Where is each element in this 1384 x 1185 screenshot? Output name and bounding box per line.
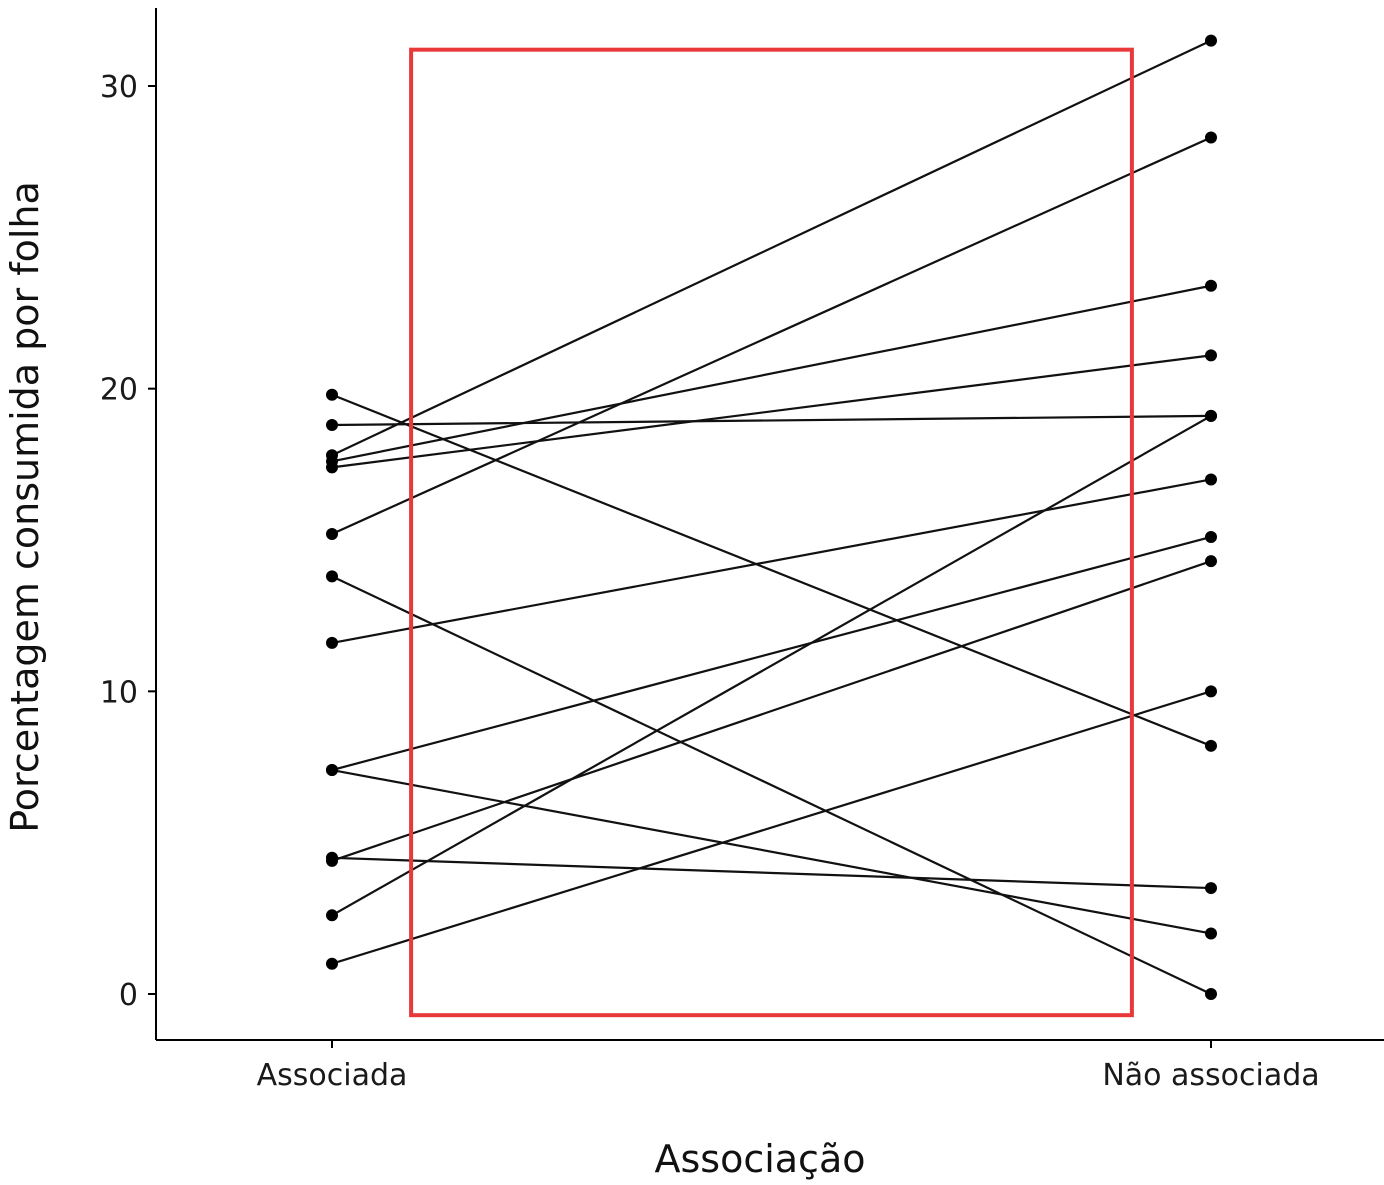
data-point: [1205, 131, 1217, 144]
data-point: [326, 570, 338, 583]
data-point: [326, 957, 338, 970]
y-ticks: 0 10 20 30: [100, 70, 156, 1013]
pair-line: [331, 768, 1212, 935]
data-point: [1205, 927, 1217, 940]
data-point: [1205, 555, 1217, 568]
x-tick-label: Associada: [257, 1058, 408, 1093]
y-tick-label: 20: [100, 373, 138, 408]
data-point: [1205, 279, 1217, 292]
y-axis-title: Porcentagem consumida por folha: [3, 181, 47, 833]
data-point: [1205, 473, 1217, 486]
pair-line: [331, 478, 1212, 644]
data-point: [326, 909, 338, 922]
data-point: [326, 527, 338, 540]
data-point: [326, 764, 338, 777]
data-point: [1205, 739, 1217, 752]
pair-line: [331, 560, 1212, 862]
pair-lines: [331, 39, 1212, 995]
pair-line: [331, 535, 1212, 772]
y-tick-label: 0: [119, 978, 138, 1013]
highlight-box: [409, 47, 1134, 1018]
y-tick-label: 10: [100, 675, 138, 710]
pair-line: [331, 690, 1212, 965]
data-point: [1205, 988, 1217, 1000]
data-point: [326, 418, 338, 431]
pair-line: [331, 414, 1212, 917]
x-ticks: Associada Não associada: [257, 1040, 1320, 1093]
data-points: [326, 34, 1217, 1000]
data-point: [326, 461, 338, 474]
pair-line: [331, 575, 1212, 995]
data-point: [326, 636, 338, 649]
data-point: [1205, 530, 1217, 543]
pair-line: [331, 414, 1212, 427]
pair-line: [331, 39, 1212, 457]
pair-line: [331, 393, 1212, 747]
pair-line: [331, 354, 1212, 469]
pair-line: [331, 856, 1212, 890]
pair-line: [331, 136, 1212, 535]
data-point: [326, 851, 338, 864]
data-point: [1205, 409, 1217, 422]
data-point: [1205, 882, 1217, 895]
y-tick-label: 30: [100, 70, 138, 105]
pair-line: [331, 284, 1212, 463]
x-axis-title: Associação: [654, 1137, 865, 1181]
data-point: [1205, 685, 1217, 698]
data-point: [1205, 349, 1217, 362]
data-point: [1205, 34, 1217, 47]
data-point: [326, 388, 338, 401]
x-tick-label: Não associada: [1102, 1058, 1319, 1093]
